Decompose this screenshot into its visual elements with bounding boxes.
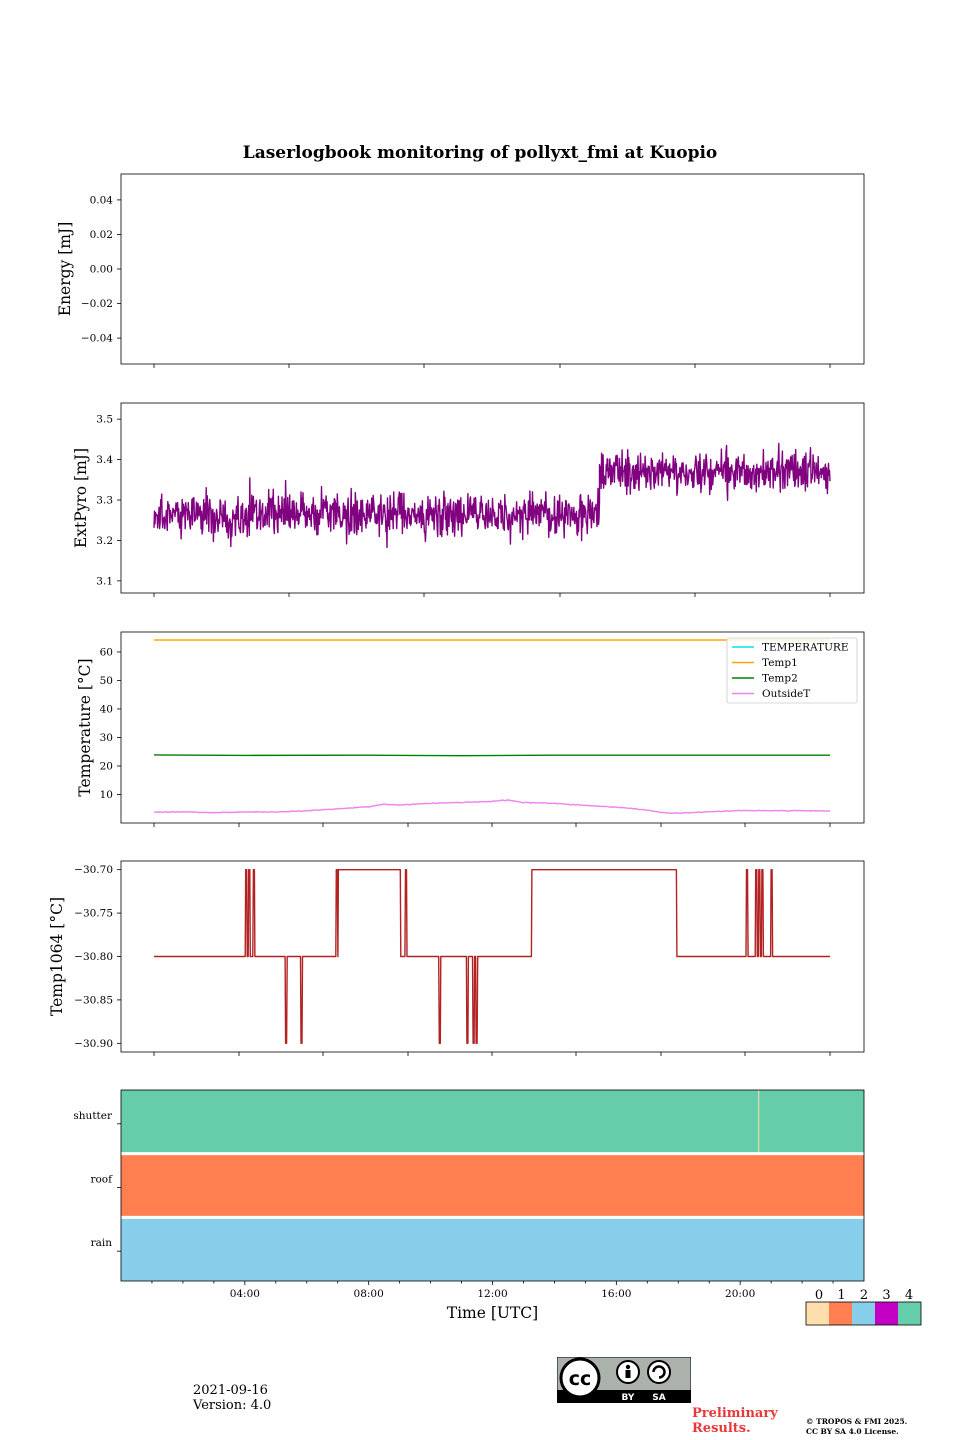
panel-temp1064: −30.70 −30.75 −30.80 −30.85 −30.90 Temp1064 […: [48, 860, 865, 1056]
y-tick-label: 40: [100, 703, 113, 715]
x-tick-label: 04:00: [230, 1288, 260, 1300]
colorbar-label: 0: [815, 1288, 823, 1303]
y-tick-label: −0.02: [81, 298, 113, 310]
legend-frame: [726, 637, 858, 704]
legend-entry: TEMPERATURE: [762, 642, 849, 654]
y-tick-label: 30: [100, 732, 113, 744]
copyright-note: © TROPOS & FMI 2025. CC BY SA 4.0 Licens…: [806, 1417, 907, 1437]
legend-entry: Temp1: [762, 657, 798, 669]
y-axis-label: Temp1064 [°C]: [48, 897, 66, 1016]
series-outsidet-line: [153, 799, 831, 815]
y-tick-label: −30.80: [74, 951, 113, 963]
panel-frame: [120, 631, 865, 824]
x-tick-label: 08:00: [354, 1288, 384, 1300]
colorbar-label: 4: [905, 1288, 913, 1303]
y-tick-label: −30.85: [74, 994, 113, 1006]
colorbar-cell: [875, 1302, 898, 1325]
panel-frame: [120, 402, 865, 594]
y-tick-label: 3.1: [96, 575, 113, 587]
y-tick-label: −30.70: [74, 864, 113, 876]
footer-version: Version: 4.0: [193, 1398, 272, 1413]
x-tick-label: 12:00: [477, 1288, 507, 1300]
status-row-shutter: [121, 1090, 864, 1153]
status-row-label: rain: [91, 1237, 113, 1249]
colorbar-label: 1: [837, 1288, 845, 1303]
x-tick-label: 20:00: [725, 1288, 755, 1300]
y-tick-label: 0.04: [90, 194, 114, 206]
y-tick-label: 3.5: [96, 414, 113, 426]
y-tick-label: 3.2: [96, 535, 113, 547]
y-axis-label: Energy [mJ]: [56, 222, 74, 317]
legend: TEMPERATURE Temp1 Temp2 OutsideT: [726, 637, 858, 704]
figure-title: Laserlogbook monitoring of pollyxt_fmi a…: [243, 143, 718, 163]
colorbar-cell: [806, 1302, 829, 1325]
status-row-roof: [121, 1155, 864, 1216]
status-row-rain: [121, 1218, 864, 1281]
preliminary-line-2: Results.: [692, 1421, 751, 1436]
cc-sa-label: SA: [652, 1393, 665, 1403]
copyright-line-2: CC BY SA 4.0 License.: [806, 1427, 899, 1436]
legend-entry: OutsideT: [762, 688, 810, 700]
y-tick-label: 20: [100, 760, 113, 772]
y-tick-label: 0.00: [90, 264, 113, 276]
panel-extpyro: 3.5 3.4 3.3 3.2 3.1 ExtPyro [mJ]: [72, 402, 865, 597]
y-tick-label: 60: [100, 646, 113, 658]
colorbar-label: 3: [882, 1288, 890, 1303]
cc-by-label: BY: [622, 1393, 635, 1403]
footer-date-block: 2021-09-16 Version: 4.0: [193, 1383, 271, 1413]
preliminary-line-1: Preliminary: [692, 1406, 778, 1421]
x-tick-label: 16:00: [601, 1288, 631, 1300]
series-temp2-line: [153, 754, 830, 757]
colorbar-cell: [852, 1302, 875, 1325]
copyright-line-1: © TROPOS & FMI 2025.: [806, 1417, 908, 1426]
status-row-label: shutter: [73, 1110, 113, 1122]
cc-symbol: cc: [569, 1368, 592, 1390]
panel-frame: [120, 860, 865, 1053]
footer-date: 2021-09-16: [193, 1383, 268, 1398]
y-tick-label: 3.4: [96, 454, 113, 466]
y-tick-label: −30.90: [74, 1038, 113, 1050]
y-axis-label: ExtPyro [mJ]: [72, 448, 90, 548]
y-tick-label: 0.02: [90, 229, 113, 241]
preliminary-results-note: Preliminary Results.: [692, 1406, 778, 1436]
x-axis-label: Time [UTC]: [447, 1304, 538, 1322]
y-tick-label: 10: [100, 789, 113, 801]
colorbar-cell: [829, 1302, 852, 1325]
panel-energy: 0.04 0.02 0.00 −0.02 −0.04 Energy [mJ]: [56, 173, 865, 368]
colorbar-cell: [898, 1302, 921, 1325]
panel-status: shutter roof rain 04:00 08:00 12:00 16:00 20:00…: [73, 1089, 865, 1322]
y-tick-label: 50: [100, 675, 113, 687]
colorbar-label: 2: [860, 1288, 868, 1303]
series-temp1064-line: [153, 869, 831, 1044]
y-tick-label: −0.04: [81, 333, 113, 345]
y-axis-label: Temperature [°C]: [76, 658, 94, 796]
legend-entry: Temp2: [762, 673, 798, 685]
y-tick-label: 3.3: [96, 495, 113, 507]
y-tick-label: −30.75: [74, 908, 113, 920]
cc-by-sa-license-icon: cc BY SA: [557, 1357, 691, 1403]
panel-frame: [120, 173, 865, 365]
series-extpyro-line: [153, 442, 831, 549]
colorbar-frame: [805, 1301, 922, 1326]
status-row-label: roof: [90, 1174, 113, 1186]
